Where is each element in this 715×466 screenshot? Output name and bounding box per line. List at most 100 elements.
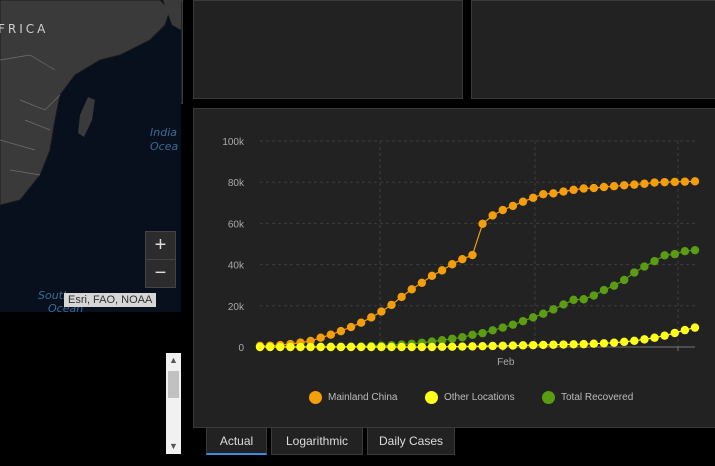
data-point-recovered — [599, 285, 609, 295]
data-point-mainland — [336, 326, 346, 336]
data-point-recovered — [448, 334, 457, 343]
data-point-recovered — [559, 300, 568, 309]
data-point-other — [579, 339, 588, 349]
data-point-mainland — [468, 250, 477, 260]
data-point-other — [488, 341, 497, 351]
data-point-other — [417, 342, 427, 352]
data-point-mainland — [650, 178, 659, 187]
data-point-mainland — [549, 189, 558, 198]
data-point-recovered — [528, 313, 538, 322]
ocean-label-indian-line2: Ocea — [150, 140, 179, 153]
zoom-out-button[interactable]: − — [145, 259, 176, 288]
y-tick-label: 0 — [238, 343, 244, 354]
data-point-recovered — [569, 295, 578, 305]
data-point-mainland — [316, 333, 325, 342]
data-point-mainland — [599, 182, 609, 192]
data-point-recovered — [680, 247, 690, 256]
data-point-other — [367, 342, 376, 352]
zoom-in-button[interactable]: + — [145, 231, 176, 260]
legend-dot-mainland-icon — [309, 390, 322, 404]
data-point-recovered — [498, 323, 507, 332]
data-point-mainland — [448, 260, 457, 269]
data-point-mainland — [589, 183, 599, 193]
data-point-other — [498, 341, 507, 350]
x-axis-ticks: Feb — [497, 347, 679, 368]
top-right-panel — [471, 0, 715, 99]
y-tick-label: 60k — [228, 219, 245, 230]
data-point-other — [255, 342, 265, 352]
data-point-mainland — [478, 219, 487, 229]
tab-daily-cases[interactable]: Daily Cases — [367, 427, 455, 455]
legend-item-other-locations[interactable]: Other Locations — [425, 390, 515, 406]
data-point-other — [660, 331, 669, 340]
data-point-other — [609, 338, 619, 347]
data-point-mainland — [427, 271, 437, 281]
series-line-other — [260, 327, 696, 348]
y-tick-label: 20k — [228, 302, 245, 313]
data-point-mainland — [508, 201, 518, 211]
legend-dot-recovered-icon — [542, 390, 555, 404]
data-point-other — [478, 341, 487, 351]
data-point-recovered — [619, 275, 629, 285]
data-point-other — [650, 333, 659, 342]
data-point-other — [630, 336, 639, 346]
data-point-other — [336, 342, 346, 352]
data-point-mainland — [569, 185, 578, 195]
map-view[interactable]: FRICA India Ocea Southe Ocean + − Esri, … — [0, 0, 181, 312]
data-point-mainland — [680, 177, 690, 186]
scroll-up-arrow-icon[interactable]: ▲ — [169, 355, 178, 365]
data-point-mainland — [387, 300, 396, 310]
data-point-mainland — [539, 189, 548, 199]
data-point-other — [346, 342, 356, 352]
data-point-other — [589, 339, 599, 348]
chart-series — [255, 177, 700, 352]
data-point-other — [518, 341, 528, 350]
data-point-other — [670, 328, 679, 338]
legend-item-mainland-china[interactable]: Mainland China — [309, 390, 398, 406]
data-point-recovered — [518, 316, 528, 326]
data-point-mainland — [690, 177, 700, 186]
data-point-mainland — [609, 181, 619, 191]
y-tick-label: 80k — [228, 178, 245, 189]
data-point-mainland — [660, 177, 669, 187]
data-point-recovered — [630, 268, 639, 277]
map-land-svg — [0, 0, 181, 206]
data-point-recovered — [539, 309, 548, 318]
ocean-label-southern-line2: Ocean — [48, 302, 84, 312]
ocean-label-indian-line1: India — [150, 126, 177, 139]
data-point-other — [468, 342, 477, 351]
data-point-recovered — [488, 326, 497, 335]
data-point-recovered — [589, 291, 599, 300]
tab-logarithmic[interactable]: Logarithmic — [271, 427, 363, 455]
data-point-mainland — [346, 322, 356, 332]
data-point-mainland — [640, 179, 649, 188]
list-scroll-thumb[interactable] — [168, 371, 179, 398]
data-point-other — [640, 335, 649, 344]
data-point-other — [559, 340, 568, 349]
series-line-mainland — [259, 180, 696, 347]
data-point-other — [296, 342, 305, 352]
data-point-other — [569, 340, 578, 349]
data-point-recovered — [468, 330, 477, 340]
data-point-other — [407, 342, 416, 352]
data-point-mainland — [518, 197, 528, 206]
data-point-mainland — [367, 313, 376, 322]
legend-dot-other-icon — [425, 390, 438, 404]
top-left-panel — [193, 0, 463, 99]
legend-label: Total Recovered — [561, 392, 634, 403]
data-point-recovered — [458, 333, 467, 342]
scroll-down-arrow-icon[interactable]: ▼ — [169, 441, 178, 451]
region-label: FRICA — [0, 22, 49, 36]
data-point-recovered — [579, 295, 588, 304]
africa-landmass — [0, 0, 171, 206]
tab-actual[interactable]: Actual — [206, 427, 267, 455]
y-tick-label: 100k — [222, 137, 245, 148]
data-point-mainland — [458, 254, 467, 264]
data-point-other — [377, 342, 386, 352]
legend-item-total-recovered[interactable]: Total Recovered — [542, 390, 633, 406]
data-point-recovered — [437, 336, 447, 345]
data-point-other — [387, 342, 396, 352]
data-point-recovered — [650, 256, 659, 266]
data-point-mainland — [630, 180, 639, 189]
